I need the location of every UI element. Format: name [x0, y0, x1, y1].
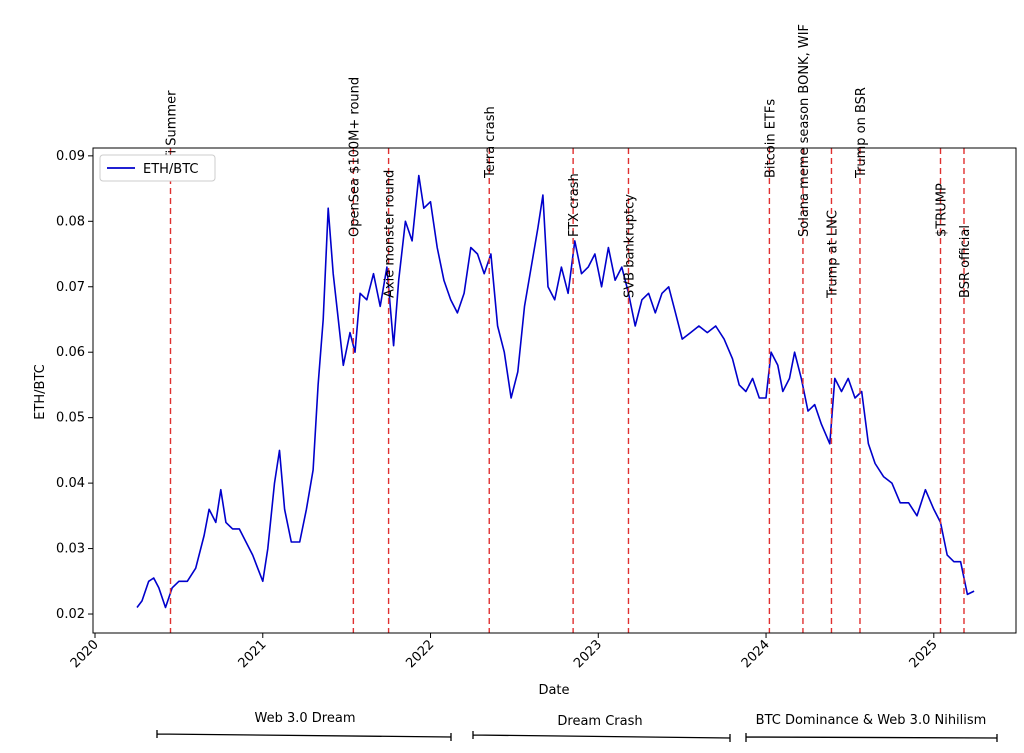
era-bracket: [745, 733, 998, 742]
event-label: SVB bankruptcy: [622, 194, 637, 298]
event-label: Trump on BSR: [854, 87, 869, 179]
event-label: Axie monster round: [383, 170, 398, 298]
era-label: Web 3.0 Dream: [255, 711, 356, 726]
x-tick-label: 2025: [907, 637, 941, 671]
event-label: Solana meme season BONK, WIF: [797, 24, 812, 237]
event-label: OpenSea $100M+ round: [347, 77, 362, 237]
event-label: BSR official: [958, 225, 973, 298]
y-tick-label: 0.02: [56, 607, 85, 622]
legend: ETH/BTC: [99, 154, 216, 182]
era-bracket: [156, 730, 452, 741]
y-tick-label: 0.04: [56, 476, 85, 491]
event-label: Trump at LNC: [825, 210, 840, 299]
era-label: BTC Dominance & Web 3.0 Nihilism: [756, 713, 987, 728]
era-bracket: [472, 731, 731, 742]
x-tick-label: 2021: [236, 637, 270, 671]
y-tick-label: 0.05: [56, 411, 85, 426]
y-tick-label: 0.08: [56, 214, 85, 229]
event-label: Bitcoin ETFs: [763, 99, 778, 178]
y-tick-label: 0.07: [56, 280, 85, 295]
event-label: FTX crash: [567, 173, 582, 237]
y-tick-label: 0.06: [56, 345, 85, 360]
era-label: Dream Crash: [557, 714, 642, 729]
legend-label: ETH/BTC: [143, 162, 199, 177]
x-tick-label: 2022: [403, 637, 437, 671]
x-tick-label: 2020: [68, 637, 102, 671]
event-label: Terra crash: [483, 106, 498, 179]
x-axis-label: Date: [538, 683, 569, 698]
x-tick-label: 2023: [571, 637, 605, 671]
line: [136, 174, 975, 609]
eras: [156, 730, 998, 742]
plot-frame: [92, 147, 1017, 634]
event-label: $TRUMP: [935, 183, 950, 237]
y-axis-label: ETH/BTC: [33, 364, 48, 420]
x-tick-label: 2024: [739, 637, 773, 671]
y-tick-label: 0.09: [56, 149, 85, 164]
legend-box: [99, 154, 216, 182]
y-tick-label: 0.03: [56, 542, 85, 557]
